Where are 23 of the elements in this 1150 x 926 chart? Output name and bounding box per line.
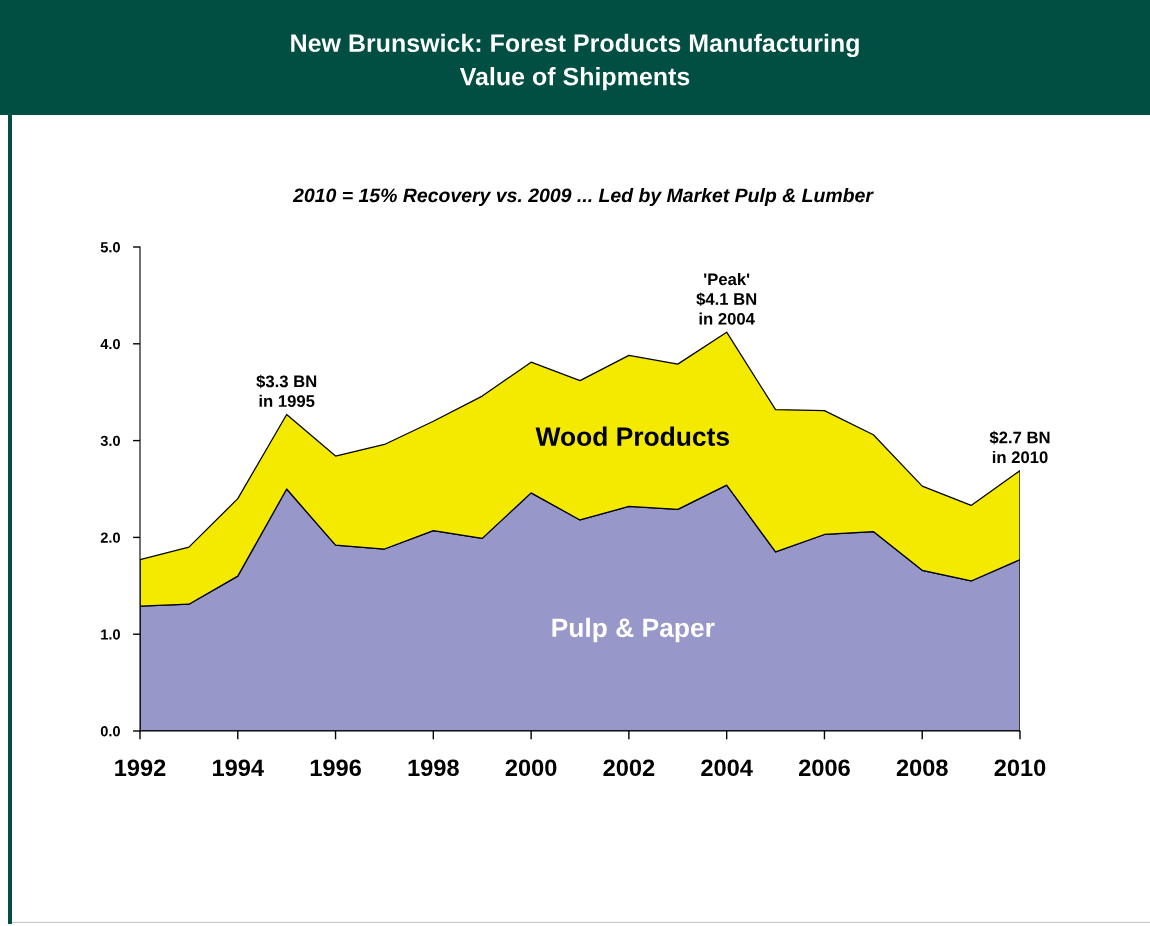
annotation: $2.7 BN in 2010 xyxy=(989,430,1050,464)
chart-subtitle: 2010 = 15% Recovery vs. 2009 ... Led by Market Pulp & Lumber xyxy=(292,187,874,207)
chart-title: New Brunswick: Forest Products Manufacturing Value of Shipments xyxy=(291,33,859,91)
y-tick-label: 2.0 xyxy=(100,532,120,543)
x-tick-label: 2000 xyxy=(505,759,557,777)
series-label: Pulp & Paper xyxy=(552,617,715,643)
x-tick-label: 1992 xyxy=(115,759,166,777)
x-tick-label: 2010 xyxy=(994,759,1046,777)
x-tick-label: 1996 xyxy=(310,759,361,777)
x-tick-label: 1998 xyxy=(408,759,459,777)
y-tick-label: 0.0 xyxy=(100,726,120,737)
x-tick-label: 2004 xyxy=(701,759,753,777)
y-tick-label: 5.0 xyxy=(100,242,120,253)
x-tick-label: 2006 xyxy=(799,759,850,777)
y-tick-label: 3.0 xyxy=(100,435,120,447)
annotation: 'Peak' $4.1 BN in 2004 xyxy=(696,272,757,325)
y-tick-label: 1.0 xyxy=(101,629,120,640)
annotation: $3.3 BN in 1995 xyxy=(256,374,317,407)
series-label: Wood Products xyxy=(535,426,729,446)
x-tick-label: 2008 xyxy=(896,759,948,777)
x-tick-label: 1994 xyxy=(213,759,264,777)
y-tick-label: 4.0 xyxy=(100,338,120,350)
x-tick-label: 2002 xyxy=(603,759,655,777)
